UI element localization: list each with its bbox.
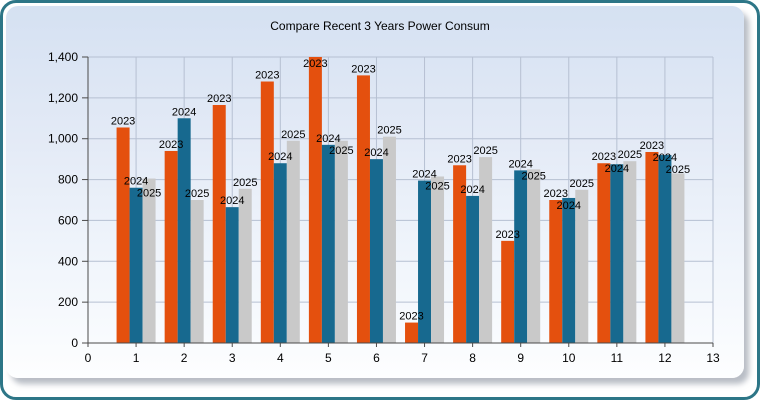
bar-2025-month-2: [190, 200, 204, 343]
x-tick-label: 4: [277, 351, 284, 365]
x-tick-label: 11: [611, 351, 624, 365]
y-tick-label: 1,200: [48, 91, 78, 105]
x-tick-label: 2: [181, 351, 188, 365]
y-tick-label: 800: [58, 173, 78, 187]
x-tick-label: 13: [706, 351, 720, 365]
bar-label-2023-month-11: 2023: [592, 151, 616, 163]
bar-2024-month-2: [177, 118, 191, 344]
bar-label-2024-month-1: 2024: [124, 176, 148, 188]
x-tick-label: 0: [85, 351, 92, 365]
bar-label-2025-month-11: 2025: [618, 149, 642, 161]
x-tick-label: 10: [562, 351, 576, 365]
bar-label-2025-month-9: 2025: [521, 170, 545, 182]
x-tick-label: 8: [469, 351, 476, 365]
bar-label-2025-month-2: 2025: [185, 188, 209, 200]
bar-2023-month-1: [116, 127, 130, 343]
x-tick-label: 7: [421, 351, 428, 365]
bar-2025-month-5: [334, 140, 348, 343]
bar-2025-month-6: [382, 136, 396, 343]
bar-2024-month-12: [658, 155, 672, 343]
bar-label-2024-month-9: 2024: [508, 158, 532, 170]
bar-label-2023-month-1: 2023: [111, 115, 135, 127]
bar-label-2024-month-12: 2024: [653, 152, 677, 164]
x-tick-label: 9: [517, 351, 524, 365]
bar-label-2023-month-6: 2023: [351, 63, 375, 75]
bar-label-2024-month-2: 2024: [172, 106, 196, 118]
bar-label-2024-month-7: 2024: [412, 169, 436, 181]
bar-2025-month-10: [575, 189, 589, 343]
bar-label-2025-month-4: 2025: [281, 129, 305, 141]
y-tick-label: 1,000: [48, 132, 78, 146]
bar-label-2023-month-7: 2023: [399, 311, 423, 323]
bar-label-2025-month-3: 2025: [233, 177, 257, 189]
bar-label-2025-month-1: 2025: [137, 188, 161, 200]
bar-label-2023-month-3: 2023: [207, 93, 231, 105]
bar-2025-month-11: [623, 161, 637, 343]
bar-2023-month-3: [212, 105, 226, 343]
bar-2024-month-4: [273, 163, 287, 343]
bar-2024-month-7: [418, 180, 432, 343]
bar-label-2023-month-9: 2023: [495, 229, 519, 241]
bar-2025-month-4: [286, 140, 300, 343]
bar-label-2024-month-4: 2024: [268, 151, 292, 163]
bar-label-2025-month-8: 2025: [473, 145, 497, 157]
bar-label-2024-month-10: 2024: [557, 200, 581, 212]
bar-2024-month-5: [321, 144, 335, 343]
bar-2023-month-7: [405, 322, 419, 343]
bar-label-2024-month-8: 2024: [460, 184, 484, 196]
bar-2025-month-1: [142, 178, 156, 343]
x-tick-label: 1: [133, 351, 140, 365]
bar-label-2025-month-7: 2025: [425, 181, 449, 193]
x-tick-label: 12: [658, 351, 672, 365]
bar-2023-month-10: [549, 200, 563, 343]
bar-2025-month-12: [671, 173, 685, 343]
bar-2025-month-3: [238, 188, 252, 343]
bar-2023-month-4: [260, 81, 274, 343]
bar-2023-month-12: [645, 151, 659, 343]
bar-label-2023-month-4: 2023: [255, 70, 279, 82]
y-tick-label: 400: [58, 254, 78, 268]
bar-label-2024-month-11: 2024: [605, 163, 629, 175]
bar-2023-month-11: [597, 163, 611, 343]
bar-label-2025-month-5: 2025: [329, 145, 353, 157]
y-tick-label: 200: [58, 295, 78, 309]
bar-2024-month-9: [514, 170, 528, 343]
bar-label-2024-month-3: 2024: [220, 195, 244, 207]
y-tick-label: 0: [71, 336, 78, 350]
bar-2025-month-9: [527, 169, 541, 343]
bar-2023-month-8: [453, 165, 467, 343]
bar-label-2024-month-6: 2024: [364, 147, 388, 159]
bar-2025-month-7: [431, 176, 445, 343]
bar-2023-month-2: [164, 150, 178, 343]
bar-label-2023-month-5: 2023: [303, 58, 327, 70]
x-tick-label: 3: [229, 351, 236, 365]
bar-label-2025-month-12: 2025: [666, 164, 690, 176]
y-tick-label: 1,400: [48, 50, 78, 64]
bar-label-2024-month-5: 2024: [316, 133, 340, 145]
bar-label-2025-month-6: 2025: [377, 125, 401, 137]
chart-title: Compare Recent 3 Years Power Consum: [270, 19, 490, 33]
bar-label-2025-month-10: 2025: [570, 178, 594, 190]
bar-label-2023-month-8: 2023: [447, 153, 471, 165]
bar-2024-month-8: [466, 195, 480, 343]
bar-2024-month-10: [562, 197, 576, 343]
bar-label-2023-month-2: 2023: [159, 139, 183, 151]
bar-2024-month-3: [225, 207, 239, 343]
bar-2023-month-6: [356, 75, 370, 343]
bar-label-2023-month-12: 2023: [640, 140, 664, 152]
x-tick-label: 5: [325, 351, 332, 365]
y-tick-label: 600: [58, 213, 78, 227]
bar-2024-month-6: [369, 159, 383, 343]
bar-label-2023-month-10: 2023: [544, 188, 568, 200]
bar-2024-month-11: [610, 164, 624, 343]
bar-2023-month-9: [501, 240, 515, 343]
x-tick-label: 6: [373, 351, 380, 365]
bar-2025-month-8: [479, 157, 493, 343]
bar-2023-month-5: [308, 57, 322, 343]
bar-2024-month-1: [129, 187, 143, 343]
